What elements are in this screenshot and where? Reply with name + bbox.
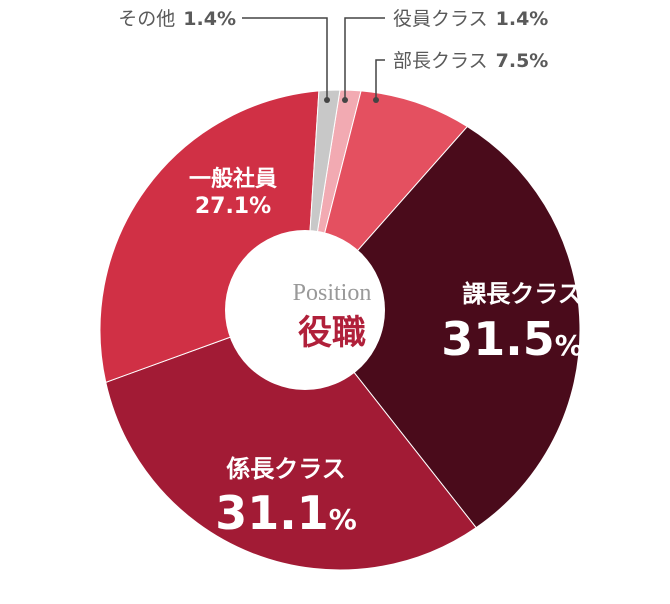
slice-value-kacho: 31.5%: [441, 312, 583, 366]
slice-value-kacho-unit: %: [555, 329, 583, 362]
callout-sonota-label: その他: [118, 8, 175, 30]
callout-dot-sonota: [324, 97, 330, 103]
slice-kacho: [304, 125, 581, 529]
callout-sonota-value: 1.4%: [183, 8, 236, 30]
callout-bucho-label: 部長クラス: [393, 50, 488, 72]
callout-line-yakuin: [344, 17, 385, 100]
callout-yakuin: 役員クラス 1.4%: [393, 8, 548, 30]
slice-label-kacho: 課長クラス: [462, 280, 582, 308]
callout-yakuin-label: 役員クラス: [393, 8, 488, 30]
callout-dot-yakuin: [342, 97, 348, 103]
slice-label-ippan: 一般社員: [189, 166, 277, 192]
slice-value-kakaricho-unit: %: [329, 503, 357, 536]
callout-bucho-value: 7.5%: [496, 50, 549, 72]
callout-lines: [242, 17, 385, 100]
callout-dot-bucho: [373, 97, 379, 103]
slice-value-kakaricho-number: 31.1: [215, 486, 329, 540]
slice-kakaricho: [105, 309, 477, 571]
center-label-ja: 役職: [298, 313, 366, 353]
slice-value-kakaricho: 31.1%: [215, 486, 357, 540]
slice-value-kacho-number: 31.5: [441, 312, 555, 366]
slice-value-ippan: 27.1%: [195, 194, 271, 219]
callout-line-sonota: [242, 17, 328, 100]
callout-line-bucho: [375, 59, 385, 100]
callout-yakuin-value: 1.4%: [496, 8, 549, 30]
center-label-en: Position: [293, 280, 372, 306]
callout-dots: [324, 97, 379, 103]
slice-label-kakaricho: 係長クラス: [226, 455, 346, 483]
donut-hole: [225, 230, 385, 390]
slices-group: [99, 89, 581, 571]
callout-bucho: 部長クラス 7.5%: [393, 50, 548, 72]
callout-sonota: その他 1.4%: [118, 8, 236, 30]
